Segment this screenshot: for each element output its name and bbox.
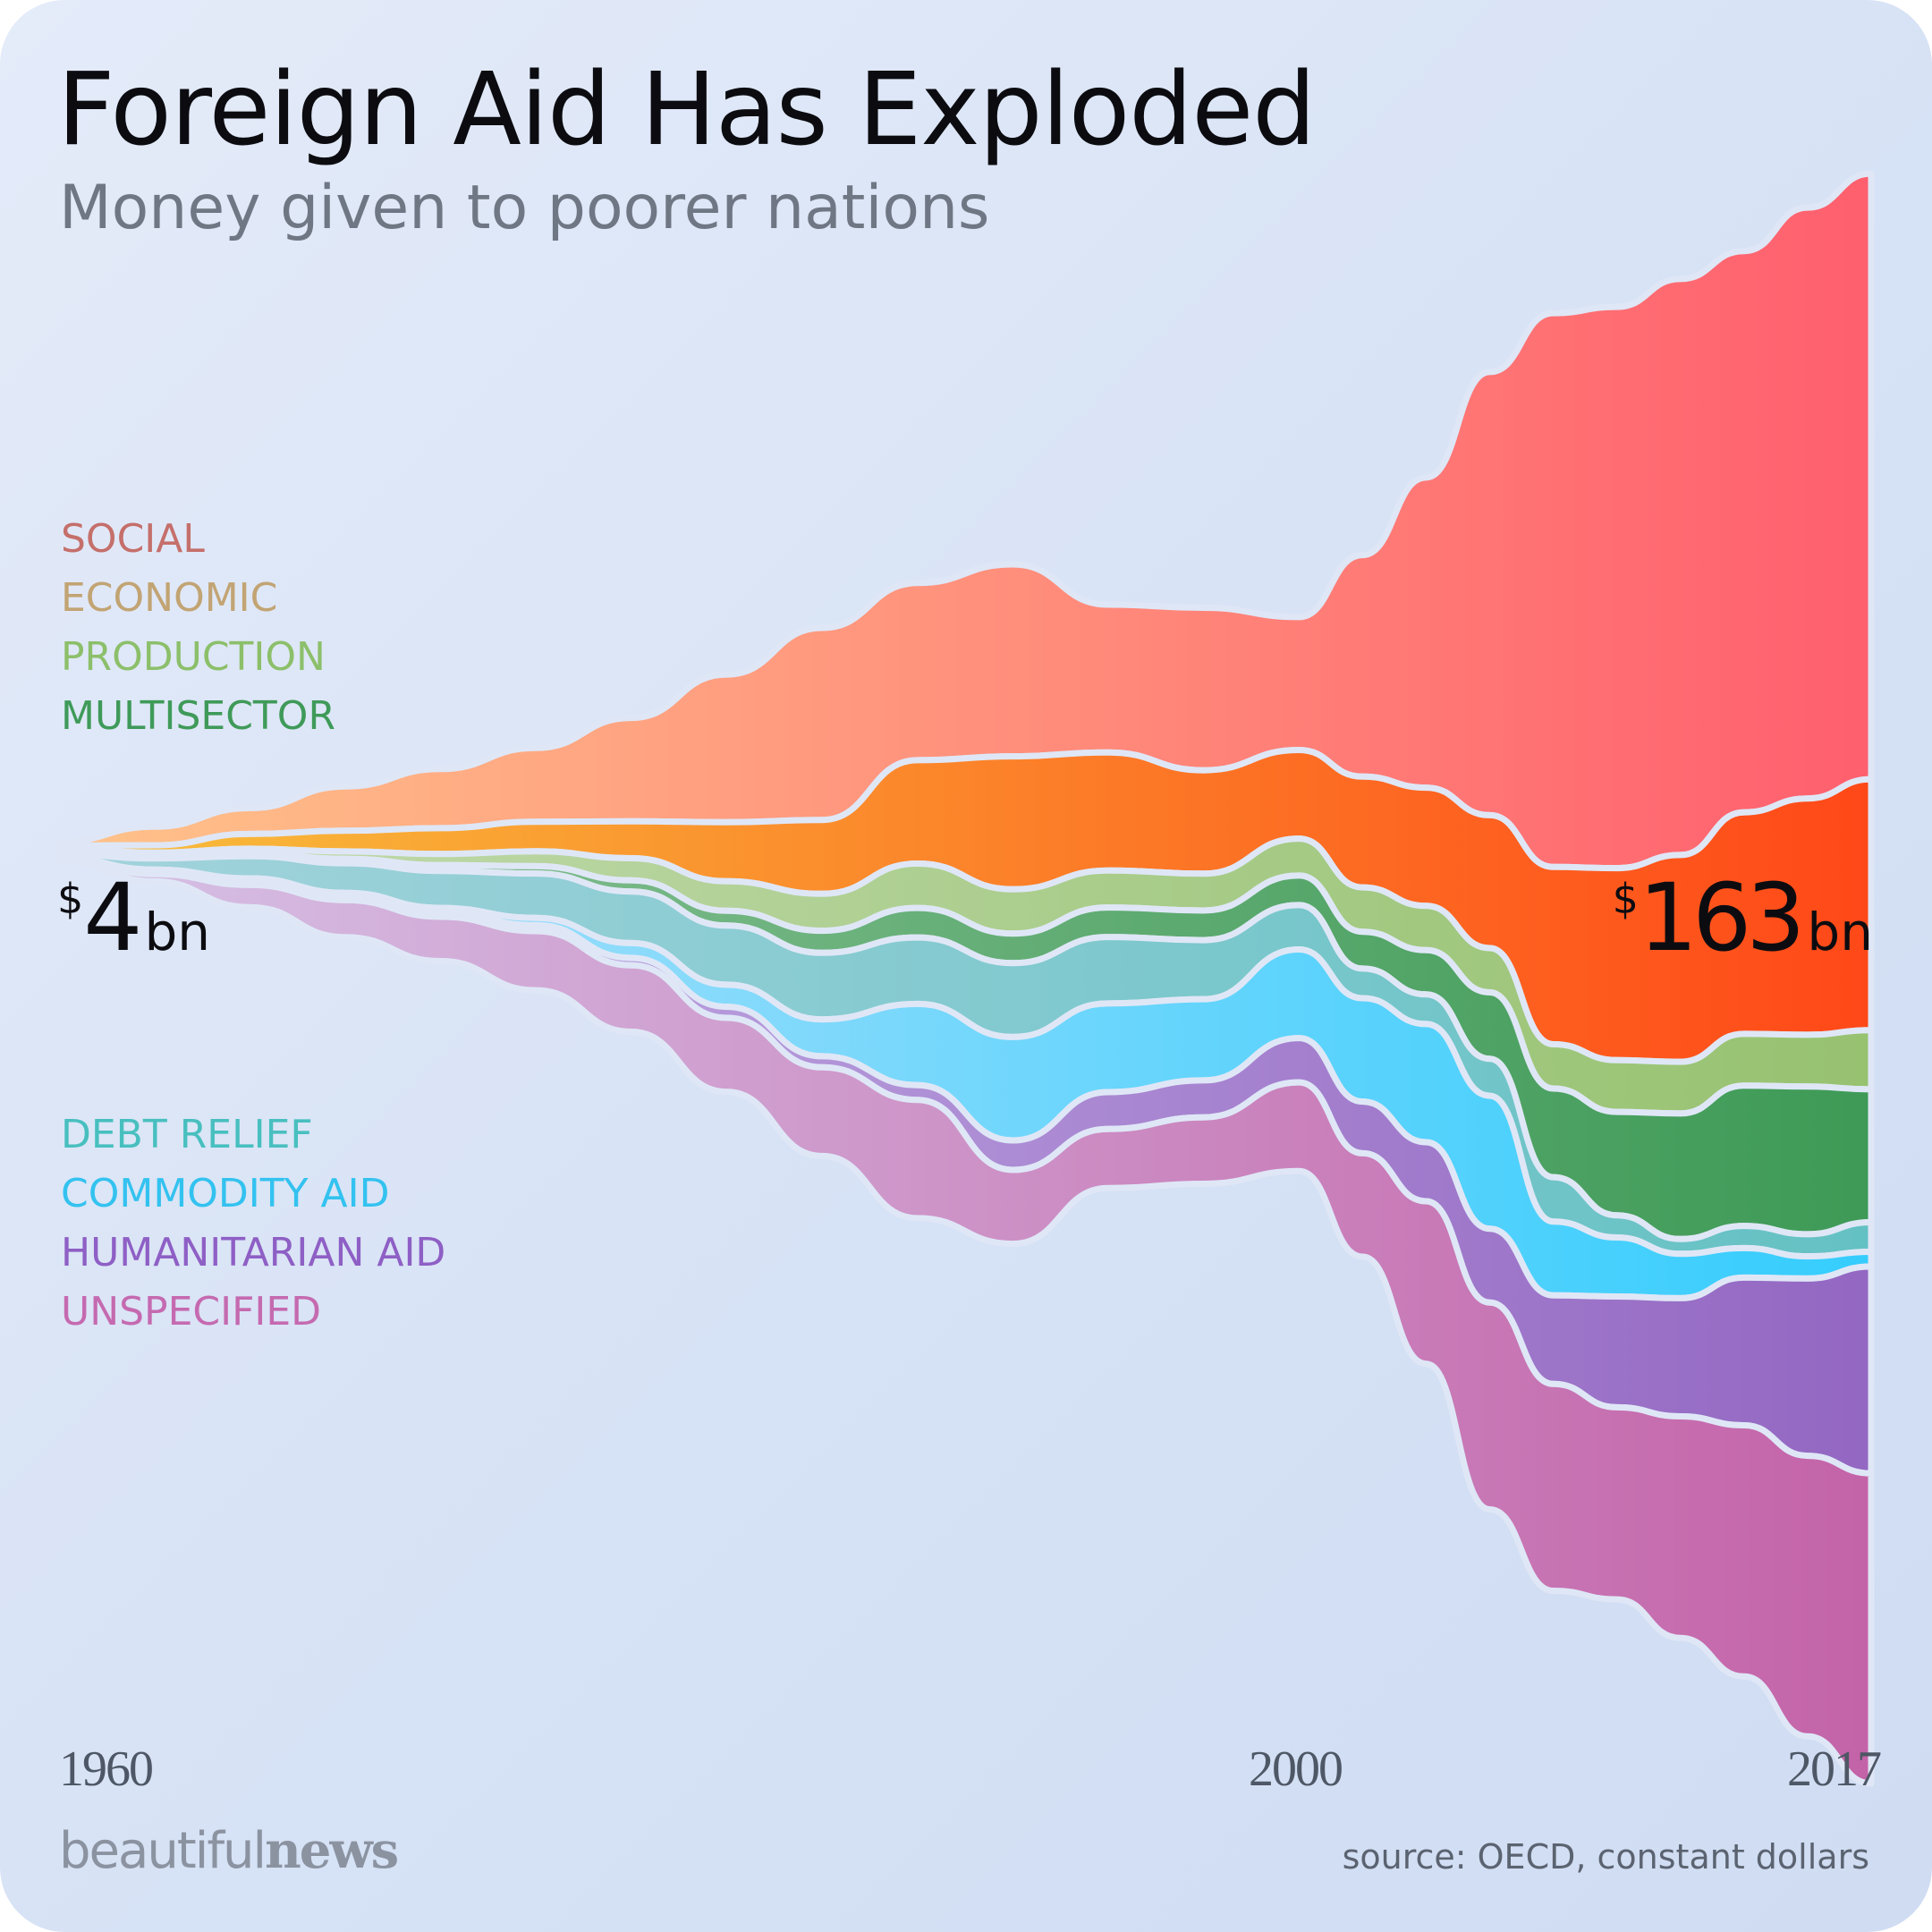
total-start-label: $4 bn (57, 871, 210, 964)
legend-item-humanitarian-aid: HUMANITARIAN AID (61, 1230, 446, 1275)
x-tick-2017: 2017 (1787, 1741, 1882, 1797)
stream-layer-unspecified (55, 855, 1875, 1787)
brand-logo: beautifulnews (59, 1821, 399, 1880)
legend-item-multisector: MULTISECTOR (61, 693, 336, 739)
brand-light: beautiful (59, 1822, 267, 1880)
x-tick-1960: 1960 (59, 1741, 154, 1797)
currency-symbol: $ (57, 875, 84, 923)
total-end-unit: bn (1807, 902, 1873, 962)
legend-item-economic: ECONOMIC (61, 575, 278, 621)
total-start-value: 4 (83, 863, 142, 972)
chart-subtitle: Money given to poorer nations (59, 173, 990, 243)
currency-symbol: $ (1612, 875, 1639, 923)
total-end-label: $163 bn (1613, 871, 1873, 964)
legend-top: SOCIAL ECONOMIC PRODUCTION MULTISECTOR (61, 510, 335, 746)
legend-item-production: PRODUCTION (61, 634, 326, 680)
legend-bottom: DEBT RELIEF COMMODITY AID HUMANITARIAN A… (61, 1106, 445, 1342)
brand-bold: news (265, 1821, 399, 1880)
legend-item-social: SOCIAL (61, 516, 205, 562)
chart-title: Foreign Aid Has Exploded (57, 52, 1316, 168)
legend-item-commodity-aid: COMMODITY AID (61, 1171, 390, 1216)
source-note: source: OECD, constant dollars (1342, 1837, 1869, 1877)
x-tick-2000: 2000 (1249, 1741, 1343, 1797)
legend-item-unspecified: UNSPECIFIED (61, 1289, 322, 1335)
total-start-unit: bn (144, 902, 211, 962)
legend-item-debt-relief: DEBT RELIEF (61, 1112, 313, 1157)
total-end-value: 163 (1638, 863, 1805, 972)
